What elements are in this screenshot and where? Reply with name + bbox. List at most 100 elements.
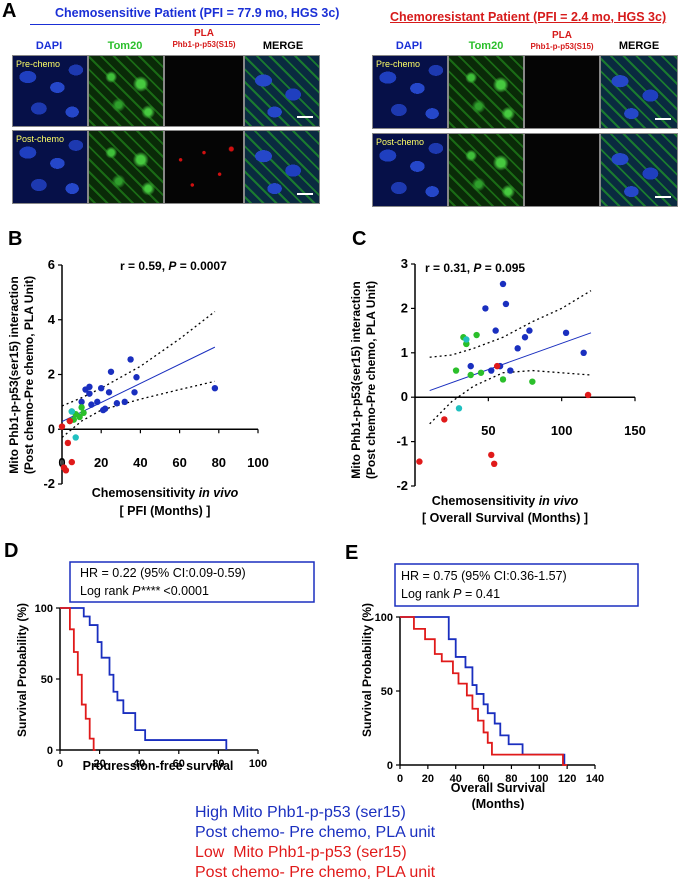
micrograph-merge-post-right [600, 133, 678, 207]
data-point-high [94, 398, 101, 406]
y-tick-label: 100 [35, 603, 53, 615]
data-point-low [441, 416, 448, 423]
row-label: Pre-chemo [16, 59, 61, 69]
row-label: Pre-chemo [376, 59, 421, 69]
b-ylabel-1: Mito Phb1-p-p53(ser15) interaction [7, 276, 21, 473]
pla-header: PLA [194, 28, 214, 39]
data-point-high [101, 405, 109, 412]
km-curve-low [60, 607, 96, 751]
data-point-high [467, 362, 474, 370]
ci-lower-line [429, 369, 592, 425]
b-xlabel-2: [ PFI (Months) ] [120, 504, 211, 518]
km-curve-low [400, 616, 568, 766]
chemoresistant-title: Chemoresistant Patient (PFI = 2.4 mo, HG… [390, 10, 667, 24]
c-ylabel-2: (Post chemo-Pre chemo, PLA Unit) [364, 281, 378, 479]
data-point-high [88, 401, 95, 408]
data-point-low [416, 458, 423, 465]
data-point-mid [499, 376, 507, 383]
data-point-cyan [68, 408, 76, 415]
data-point-high [211, 384, 219, 392]
tom20-header: Tom20 [107, 40, 143, 52]
data-point-low [58, 423, 66, 430]
data-point-cyan [72, 434, 79, 441]
y-tick-label: 6 [48, 257, 55, 272]
regression-line [61, 346, 216, 423]
c-annotation: r = 0.31, P = 0.095 [425, 261, 525, 275]
data-point-mid [529, 378, 536, 385]
dapi-header: DAPI [35, 40, 63, 52]
data-point-low [491, 460, 498, 467]
micrograph-merge-pre [244, 55, 320, 127]
data-point-high [526, 327, 533, 334]
x-tick-label: 100 [247, 455, 269, 470]
legend-low-2: Post chemo- Pre chemo, PLA unit [195, 864, 436, 881]
legend-high-2: Post chemo- Pre chemo, PLA unit [195, 824, 436, 841]
data-point-mid [467, 371, 474, 379]
scale-bar [655, 196, 671, 198]
x-tick-label: 80 [505, 773, 517, 785]
ci-lower-line [61, 380, 216, 438]
x-tick-label: 0 [397, 773, 403, 785]
panel-a-label: A [2, 0, 17, 22]
scale-bar [297, 193, 313, 195]
data-point-low [68, 458, 76, 466]
x-tick-label: 40 [133, 758, 145, 770]
scale-bar [655, 118, 671, 120]
dapi-header-right: DAPI [395, 40, 423, 52]
km-curve-high [400, 616, 566, 765]
e-xlabel-2: (Months) [472, 797, 525, 810]
b-annotation: r = 0.59, P = 0.0007 [120, 259, 227, 273]
row-label: Post-chemo [16, 134, 65, 144]
data-point-low [66, 417, 74, 425]
data-point-low [488, 451, 495, 459]
y-tick-label: 50 [41, 674, 53, 686]
micrograph-dapi-pre-right: Pre-chemo [372, 55, 448, 129]
data-point-high [121, 398, 128, 406]
x-tick-label: 60 [477, 773, 489, 785]
panel-e-label: E [345, 542, 359, 564]
chart-e: HR = 0.75 (95% CI:0.36-1.57) Log rank P … [360, 563, 639, 810]
x-tick-label: 20 [422, 773, 434, 785]
data-point-mid [80, 409, 87, 417]
data-point-mid [452, 367, 460, 374]
data-point-mid [477, 369, 485, 376]
d-stats-box [69, 561, 315, 603]
data-point-high [580, 349, 587, 356]
x-tick-label: 80 [212, 758, 224, 770]
data-point-high [105, 389, 113, 396]
micrograph-pla-post [164, 130, 244, 204]
c-xlabel-1: Chemosensitivity in vivo [432, 494, 579, 508]
micrograph-dapi-pre: Pre-chemo [12, 55, 88, 127]
data-point-high [113, 400, 121, 407]
x-tick-label: 140 [586, 773, 604, 785]
data-point-high [499, 280, 507, 288]
data-point-high [78, 398, 85, 406]
data-point-high [488, 367, 495, 374]
tom20-header-right: Tom20 [468, 40, 504, 52]
y-tick-label: 1 [401, 345, 408, 360]
panel-b-label: B [8, 228, 23, 250]
y-tick-label: 2 [48, 367, 55, 382]
merge-header-right: MERGE [618, 40, 660, 52]
y-tick-label: 100 [375, 612, 393, 624]
merge-header: MERGE [262, 40, 304, 52]
regression-line [429, 332, 592, 392]
data-point-high [127, 356, 134, 363]
y-tick-label: 3 [401, 256, 408, 271]
micrograph-tom20-pre [88, 55, 164, 127]
ci-upper-line [429, 290, 592, 358]
data-point-mid [473, 331, 480, 339]
ci-upper-line [61, 311, 216, 407]
micrograph-merge-pre-right [600, 55, 678, 129]
data-point-mid [78, 404, 85, 411]
micrograph-dapi-post: Post-chemo [12, 130, 88, 204]
chart-d: HR = 0.22 (95% CI:0.09-0.59) Log rank P*… [15, 561, 315, 770]
data-point-high [482, 305, 489, 312]
e-xlabel-1: Overall Survival [451, 781, 546, 795]
data-point-high [86, 383, 93, 391]
micrograph-tom20-post [88, 130, 164, 204]
data-point-high [521, 334, 529, 341]
data-point-low [584, 391, 592, 399]
pla-subheader: Phb1-p-p53(S15) [172, 40, 236, 49]
y-tick-label: 0 [387, 760, 393, 772]
